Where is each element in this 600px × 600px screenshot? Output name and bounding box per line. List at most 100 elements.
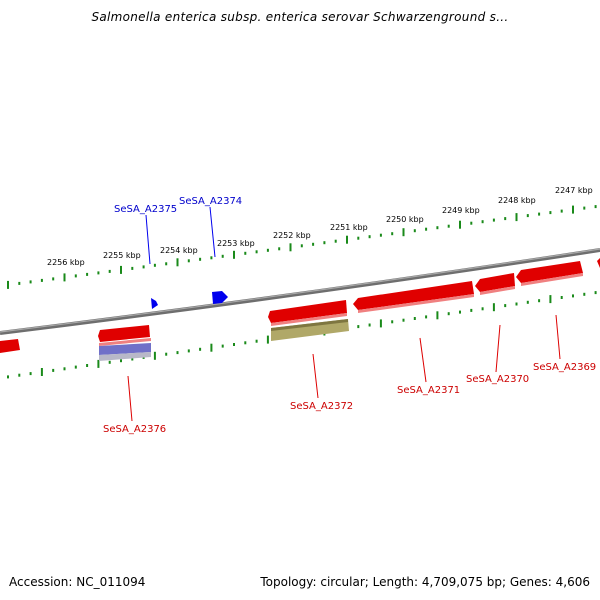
minor-tick (86, 272, 89, 276)
gene-label-SeSA_A2371[interactable]: SeSA_A2371 (397, 385, 460, 396)
scale-label: 2247 kbp (555, 186, 593, 195)
minor-tick (52, 277, 55, 281)
minor-tick (515, 302, 518, 306)
major-tick (153, 351, 156, 360)
minor-tick (470, 221, 473, 225)
minor-tick (538, 299, 541, 303)
minor-tick (447, 224, 450, 228)
gene-SeSA_A2372[interactable] (268, 300, 347, 323)
minor-tick (391, 232, 394, 236)
minor-tick (142, 265, 145, 269)
minor-tick (459, 310, 461, 314)
minor-tick (583, 206, 586, 210)
major-tick (289, 243, 292, 252)
scale-label: 2248 kbp (498, 196, 536, 205)
minor-tick (368, 323, 371, 327)
minor-tick (560, 209, 563, 213)
minor-tick (131, 357, 134, 361)
minor-tick (29, 280, 32, 284)
minor-tick (425, 315, 428, 319)
scale-label: 2256 kbp (47, 258, 85, 267)
minor-tick (233, 343, 235, 346)
scale-label: 2255 kbp (103, 251, 141, 260)
major-tick (40, 368, 43, 376)
minor-tick (29, 372, 32, 376)
gene-left-edge[interactable] (0, 339, 20, 353)
gene-SeSA_A2370[interactable] (475, 273, 515, 292)
minor-tick (108, 269, 111, 273)
gene-SeSA_A2376[interactable] (98, 325, 150, 342)
scale-label: 2251 kbp (330, 223, 368, 232)
minor-tick (402, 318, 405, 322)
feature-purple[interactable] (99, 343, 151, 355)
minor-tick (153, 263, 156, 267)
minor-tick (40, 278, 43, 282)
minor-tick (470, 308, 473, 312)
gene-SeSA_A2374[interactable] (212, 291, 228, 304)
major-tick (97, 359, 100, 368)
minor-tick (425, 227, 428, 231)
minor-tick (74, 274, 77, 278)
scale-label: 2253 kbp (217, 239, 255, 248)
accession-text: Accession: NC_011094 (9, 575, 146, 589)
minor-tick (357, 236, 360, 240)
minor-tick (436, 226, 439, 230)
topology-text: Topology: circular; Length: 4,709,075 bp… (260, 575, 590, 589)
gene-label-SeSA_A2376[interactable]: SeSA_A2376 (103, 424, 166, 435)
minor-tick (538, 212, 541, 216)
minor-tick (368, 235, 371, 239)
minor-tick (18, 373, 21, 377)
minor-tick (447, 312, 450, 316)
minor-tick (594, 205, 597, 209)
scale-label: 2254 kbp (160, 246, 198, 255)
gene-label-SeSA_A2370[interactable]: SeSA_A2370 (466, 374, 529, 385)
minor-tick (323, 241, 326, 245)
gene-SeSA_A2369[interactable] (516, 261, 583, 283)
gene-label-SeSA_A2369[interactable]: SeSA_A2369 (533, 362, 596, 373)
major-tick (63, 273, 66, 282)
major-tick (459, 220, 461, 229)
feature-olive[interactable] (271, 319, 349, 341)
minor-tick (210, 256, 213, 260)
major-tick (379, 319, 382, 328)
minor-tick (97, 271, 100, 275)
outer-scale-ticks (7, 205, 597, 289)
minor-tick (413, 317, 416, 320)
gene-SeSA_A2375[interactable] (151, 298, 158, 309)
minor-tick (481, 307, 484, 311)
major-tick (436, 311, 439, 320)
scale-label: 2250 kbp (386, 215, 424, 224)
minor-tick (18, 281, 21, 285)
gene-label-SeSA_A2375[interactable]: SeSA_A2375 (114, 204, 177, 215)
gene-label-SeSA_A2372[interactable]: SeSA_A2372 (290, 401, 353, 412)
minor-tick (560, 296, 563, 299)
gene-SeSA_A2371[interactable] (353, 281, 474, 310)
minor-tick (63, 367, 66, 371)
major-tick (210, 343, 213, 352)
genome-title: Salmonella enterica subsp. enterica sero… (91, 10, 509, 24)
scale-labels: 2256 kbp 2255 kbp 2254 kbp 2253 kbp 2252… (47, 186, 593, 267)
minor-tick (187, 349, 190, 353)
minor-tick (481, 220, 484, 224)
minor-tick (379, 233, 382, 237)
scale-label: 2249 kbp (442, 206, 480, 215)
minor-tick (74, 365, 77, 369)
minor-tick (413, 229, 416, 233)
minor-tick (165, 262, 168, 266)
gene-label-SeSA_A2374[interactable]: SeSA_A2374 (179, 196, 242, 207)
minor-tick (526, 300, 529, 304)
major-tick (515, 213, 518, 222)
minor-tick (492, 218, 495, 222)
major-tick (402, 228, 405, 237)
major-tick (492, 303, 495, 312)
major-tick (549, 295, 552, 304)
minor-tick (244, 341, 247, 345)
minor-tick (526, 214, 529, 218)
minor-tick (266, 248, 269, 252)
major-tick (7, 280, 9, 289)
scale-label: 2252 kbp (273, 231, 311, 240)
minor-tick (176, 351, 179, 355)
minor-tick (86, 364, 89, 367)
reverse-genes: SeSA_A2376 SeSA_A2372 SeSA_A2371 SeSA_A2… (0, 258, 600, 435)
